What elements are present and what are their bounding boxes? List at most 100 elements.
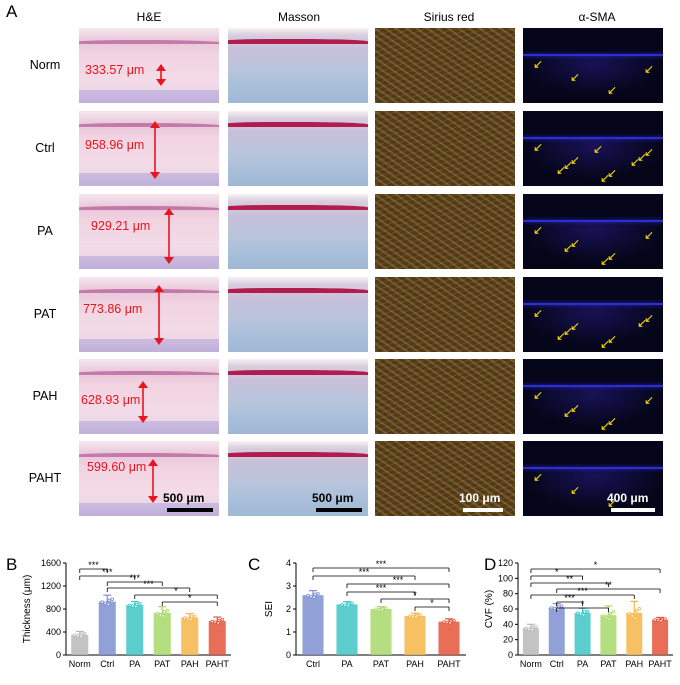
data-point bbox=[663, 617, 667, 621]
y-axis-label: SEI bbox=[264, 601, 275, 617]
dermis-signal bbox=[523, 221, 663, 262]
y-tick-label: 0 bbox=[508, 650, 513, 660]
data-point bbox=[607, 617, 612, 621]
sma-arrow-icon: ↙ bbox=[600, 419, 611, 433]
data-point bbox=[107, 598, 111, 603]
significance-label: ** bbox=[605, 580, 613, 590]
data-point bbox=[106, 602, 110, 607]
significance-label: * bbox=[555, 567, 559, 577]
sma-arrow-icon: ↙ bbox=[607, 332, 618, 346]
sma-arrow-icon: ↙ bbox=[607, 166, 618, 180]
data-point bbox=[534, 625, 538, 629]
sma-arrow-icon: ↙ bbox=[563, 406, 574, 420]
row-label-pat: PAT bbox=[33, 307, 57, 321]
sma-arrow-icon: ↙ bbox=[593, 142, 604, 156]
data-point bbox=[377, 607, 381, 612]
y-tick-label: 1 bbox=[286, 627, 291, 637]
sma-arrow-icon: ↙ bbox=[637, 316, 648, 330]
micrograph-masson-norm bbox=[228, 28, 368, 103]
y-tick-label: 80 bbox=[503, 589, 513, 599]
thickness-arrow bbox=[150, 121, 160, 179]
sma-arrow-icon: ↙ bbox=[563, 241, 574, 255]
bar-pa bbox=[126, 604, 144, 655]
epidermis-signal bbox=[523, 136, 663, 139]
bar-pa bbox=[574, 612, 591, 655]
bar-paht bbox=[438, 621, 460, 655]
data-point bbox=[83, 631, 87, 636]
subcutis-layer bbox=[79, 502, 219, 516]
bar-paht bbox=[652, 619, 669, 655]
sma-arrow-icon: ↙ bbox=[607, 496, 618, 510]
sma-arrow-icon: ↙ bbox=[570, 236, 581, 250]
data-point bbox=[560, 604, 564, 608]
micrograph-he-pa: 929.21 μm bbox=[79, 194, 219, 269]
data-point bbox=[414, 615, 418, 619]
sma-arrow-icon: ↙ bbox=[556, 163, 567, 177]
x-tick-label: PAHT bbox=[206, 659, 230, 669]
dermis-signal bbox=[523, 55, 663, 96]
dermis-signal bbox=[523, 386, 663, 427]
y-tick-label: 1200 bbox=[41, 581, 61, 591]
data-point bbox=[530, 628, 534, 632]
row-label-pah: PAH bbox=[32, 389, 58, 403]
thickness-arrow bbox=[154, 285, 164, 345]
y-tick-label: 120 bbox=[498, 558, 513, 568]
x-tick-label: Ctrl bbox=[550, 659, 564, 669]
data-point bbox=[659, 619, 663, 623]
data-point bbox=[442, 620, 446, 624]
sma-arrow-icon: ↙ bbox=[570, 153, 581, 167]
x-tick-label: PAHT bbox=[648, 659, 672, 669]
dermis-band bbox=[228, 38, 368, 44]
micrograph-he-ctrl: 958.96 μm bbox=[79, 111, 219, 186]
micrograph-sirius-pah bbox=[375, 359, 515, 434]
thickness-arrow bbox=[156, 64, 166, 86]
x-tick-label: PAT bbox=[373, 659, 390, 669]
significance-label: *** bbox=[376, 583, 387, 593]
data-point bbox=[411, 614, 415, 619]
significance-label: *** bbox=[359, 567, 370, 577]
data-point bbox=[350, 601, 354, 606]
data-point bbox=[582, 610, 587, 614]
panel-letter-b: B bbox=[6, 555, 18, 574]
dermis-band bbox=[228, 121, 368, 127]
data-point bbox=[79, 634, 83, 639]
micrograph-sirius-pa bbox=[375, 194, 515, 269]
micrograph-masson-pat bbox=[228, 277, 368, 352]
subcutis-layer bbox=[79, 255, 219, 269]
y-tick-label: 2 bbox=[286, 604, 291, 614]
sma-arrow-icon: ↙ bbox=[563, 158, 574, 172]
data-point bbox=[131, 604, 135, 608]
significance-label: *** bbox=[564, 593, 575, 603]
data-point bbox=[309, 594, 313, 599]
scale-bar-sma bbox=[611, 508, 655, 512]
data-point bbox=[656, 618, 660, 623]
sma-arrow-icon: ↙ bbox=[644, 228, 655, 242]
subcutis-layer bbox=[79, 338, 219, 352]
x-tick-label: PAHT bbox=[437, 659, 461, 669]
micrograph-sma-paht: ↙ ↙ ↙ bbox=[523, 441, 663, 516]
row-label-norm: Norm bbox=[29, 58, 61, 72]
dermis-band bbox=[228, 451, 368, 457]
micrograph-sma-pat: ↙ ↙ ↙ ↙ ↙ ↙ ↙ ↙ bbox=[523, 277, 663, 352]
bar-paht bbox=[208, 621, 226, 655]
data-point bbox=[524, 626, 528, 631]
bar-pah bbox=[181, 617, 199, 655]
significance-label: * bbox=[413, 590, 417, 600]
sma-arrow-icon: ↙ bbox=[607, 83, 618, 97]
dermis-signal bbox=[523, 138, 663, 179]
bar-ctrl bbox=[98, 601, 116, 655]
chart-thickness: 0 400 800 1200 1600 Thickness (μm) Norm Ctrl PA P… bbox=[22, 558, 231, 669]
data-point bbox=[374, 607, 378, 611]
dermis-band bbox=[228, 369, 368, 375]
significance-label: * bbox=[430, 598, 434, 608]
scale-bar-he bbox=[167, 508, 213, 512]
column-header-masson: Masson bbox=[277, 10, 321, 24]
bar-pah bbox=[404, 615, 426, 655]
data-point bbox=[76, 634, 80, 638]
sma-arrow-icon: ↙ bbox=[533, 470, 544, 484]
significance-label: *** bbox=[577, 586, 588, 596]
data-point bbox=[578, 612, 583, 616]
data-point bbox=[633, 616, 637, 620]
x-tick-label: PA bbox=[129, 659, 140, 669]
y-tick-label: 40 bbox=[503, 619, 513, 629]
